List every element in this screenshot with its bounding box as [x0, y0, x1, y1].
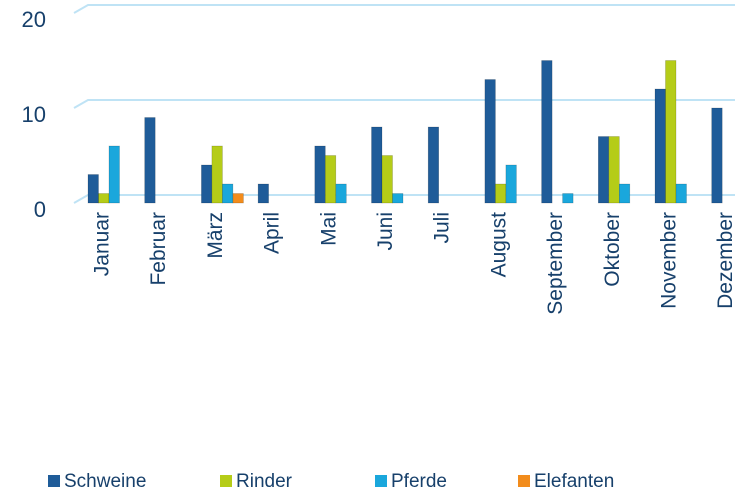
x-tick-label: Juli [431, 212, 454, 244]
x-tick-label: Dezember [714, 212, 737, 309]
bar [675, 183, 687, 204]
x-tick-label: Mai [317, 212, 340, 246]
x-tick-label: Februar [147, 212, 170, 286]
bar [335, 183, 347, 204]
legend-swatch [375, 475, 387, 487]
bar [144, 117, 156, 204]
bar [98, 193, 110, 204]
bar [222, 183, 234, 204]
grid-line [73, 4, 735, 14]
bar [201, 164, 213, 204]
bar [371, 126, 383, 204]
x-tick-label: November [658, 212, 681, 309]
bar [232, 193, 244, 204]
x-tick-label: September [544, 212, 567, 315]
bar [484, 79, 496, 204]
bar [505, 164, 517, 204]
legend-swatch [220, 475, 232, 487]
bar [562, 193, 574, 204]
legend-label: Rinder [236, 471, 293, 492]
legend-label: Pferde [391, 471, 447, 492]
x-tick-label: August [487, 212, 510, 278]
x-tick-label: Juni [374, 212, 397, 251]
bar [711, 107, 723, 204]
bar [541, 60, 553, 204]
bar [608, 136, 620, 204]
legend-swatch [518, 475, 530, 487]
x-tick-label: April [261, 212, 284, 254]
bar [495, 183, 507, 204]
bar [427, 126, 440, 204]
bar [87, 174, 99, 204]
bar [381, 155, 393, 204]
legend-label: Schweine [64, 471, 146, 492]
x-tick-label: Januar [91, 212, 114, 276]
legend-label: Elefanten [534, 471, 614, 492]
bar [654, 88, 666, 204]
bar [665, 60, 677, 204]
y-tick-label: 10 [22, 102, 46, 127]
bar [324, 155, 337, 204]
grid-line [73, 194, 735, 204]
y-tick-label: 20 [22, 7, 46, 32]
bar [392, 193, 404, 204]
bar [108, 145, 120, 204]
bar [314, 145, 326, 204]
bar [211, 145, 223, 204]
x-tick-label: Oktober [601, 212, 624, 287]
bar [597, 136, 610, 204]
y-tick-label: 0 [34, 197, 46, 222]
bar [257, 183, 269, 204]
grid-line [73, 99, 735, 109]
x-tick-label: März [204, 212, 227, 259]
legend-swatch [48, 475, 60, 487]
bar [618, 183, 631, 204]
